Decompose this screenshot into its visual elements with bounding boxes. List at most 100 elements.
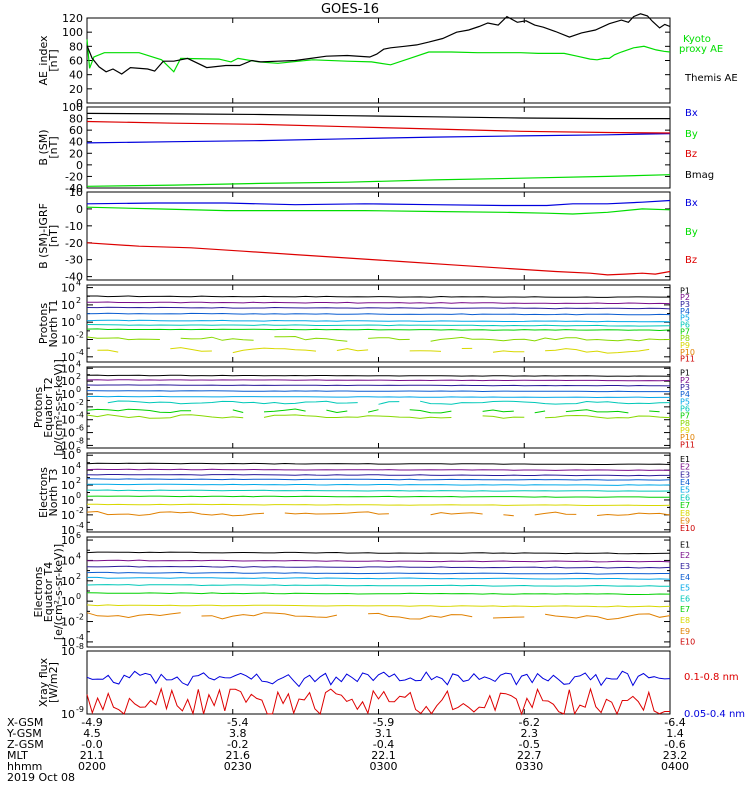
legend-E2: E2 [680,463,690,472]
y-tick-label: 10 [61,299,75,312]
channel-line-E9 [86,510,265,517]
series-line-Bx [86,133,671,144]
footer-value: 1.4 [666,727,684,740]
footer-value: -0.0 [81,738,102,751]
legend-P5: P5 [680,397,690,406]
footer-value: -5.9 [373,716,394,729]
y-tick-label: 10 [61,334,75,347]
channel-line-P1 [87,295,670,298]
footer-value: 0200 [78,760,106,773]
channel-line-P8 [482,415,525,419]
footer-value: 0230 [224,760,252,773]
panel-frame-2 [86,191,671,281]
channel-line-E2 [86,468,671,471]
channel-line-P7 [367,409,379,413]
channel-line-P5 [86,395,670,399]
y-tick-label: -20 [65,237,83,250]
channel-line-P4 [86,390,670,393]
channel-line-P8 [430,336,671,342]
legend-E7: E7 [680,501,690,510]
channel-line-E4 [86,571,670,575]
channel-line-P6 [378,401,400,405]
footer-value: 23.2 [663,749,688,762]
channel-line-E6 [86,489,671,492]
channel-line-E9 [201,612,338,620]
legend-P6: P6 [680,321,690,330]
y-tick-label: 0 [76,203,83,216]
legend-themis: Themis AE [684,73,738,84]
footer-value: -6.2 [519,716,540,729]
footer-value: -5.4 [227,716,248,729]
channel-line-P7 [534,410,546,414]
legend-P3: P3 [680,383,690,392]
series-line-Bmag [86,112,670,120]
footer-label-hhmm: hhmm [7,760,42,773]
channel-line-E3 [86,565,671,569]
y-tick-label: 10 [61,708,75,721]
y-tick-label: 0 [76,97,83,110]
legend-Bz: Bz [685,255,697,266]
y-tick-exponent: -8 [76,436,84,445]
channel-line-P6 [419,400,671,405]
footer-value: 3.1 [375,727,393,740]
y-tick-exponent: 0 [76,491,81,500]
y-axis-label-6: [e/(cm²-s-sr-keV)] [52,544,65,640]
channel-line-P8 [274,335,348,342]
channel-line-P7 [232,409,244,413]
legend-xray-long: 0.1-0.8 nm [684,672,739,683]
series-line-Bz [86,120,671,134]
channel-line-E5 [86,483,671,486]
footer-value: 22.7 [517,749,542,762]
channel-line-P2 [86,301,671,305]
y-tick-label: 10 [61,427,75,440]
legend-P5: P5 [680,314,690,323]
y-tick-exponent: 4 [76,461,81,470]
panel-field-2: -40 -30 -20 -10 0 10 B (SM)-IGRF[nT] Bx By Bz [37,186,698,284]
y-axis-label-1: B (SM) [37,129,50,165]
y-axis-label-3: Protons [37,303,50,344]
channel-line-P6 [107,400,358,405]
y-tick-label: 20 [69,147,83,160]
channel-line-E2 [87,559,671,563]
channel-line-P7 [482,409,514,413]
channel-line-P9 [492,350,525,353]
y-tick-exponent: 0 [76,313,81,322]
xray-long-line [86,687,670,716]
y-tick-label: 40 [69,69,83,82]
y-tick-exponent: 0 [76,385,81,394]
y-tick-label: 100 [62,26,83,39]
series-line-By [86,174,671,187]
series-line-Bx [86,199,671,207]
figure-title: GOES-16 [321,2,379,17]
channel-line-E9 [503,514,514,517]
channel-line-E9 [86,612,181,619]
legend-P7: P7 [680,327,690,336]
y-tick-exponent: 6 [76,531,81,540]
footer-date: 2019 Oct 08 [7,771,75,784]
legend-P4: P4 [680,390,690,399]
y-tick-label: 60 [69,55,83,68]
channel-line-P9 [232,347,317,354]
legend-P1: P1 [680,369,690,378]
legend-E6: E6 [680,594,690,603]
y-tick-exponent: 6 [76,446,81,455]
panel-frame-1 [86,106,671,189]
y-tick-label: 60 [69,124,83,137]
y-tick-label: 10 [69,186,83,199]
y-tick-exponent: 2 [76,296,81,305]
legend-E5: E5 [680,486,690,495]
legend-E5: E5 [680,584,690,593]
footer-value: 22.1 [371,749,396,762]
channel-line-P1 [86,374,671,377]
legend-Bx: Bx [685,108,698,119]
y-tick-exponent: -4 [76,411,84,420]
channel-line-P7 [565,409,629,414]
channel-line-P8 [86,336,160,341]
channel-line-E9 [430,512,483,516]
y-tick-label: -10 [65,220,83,233]
